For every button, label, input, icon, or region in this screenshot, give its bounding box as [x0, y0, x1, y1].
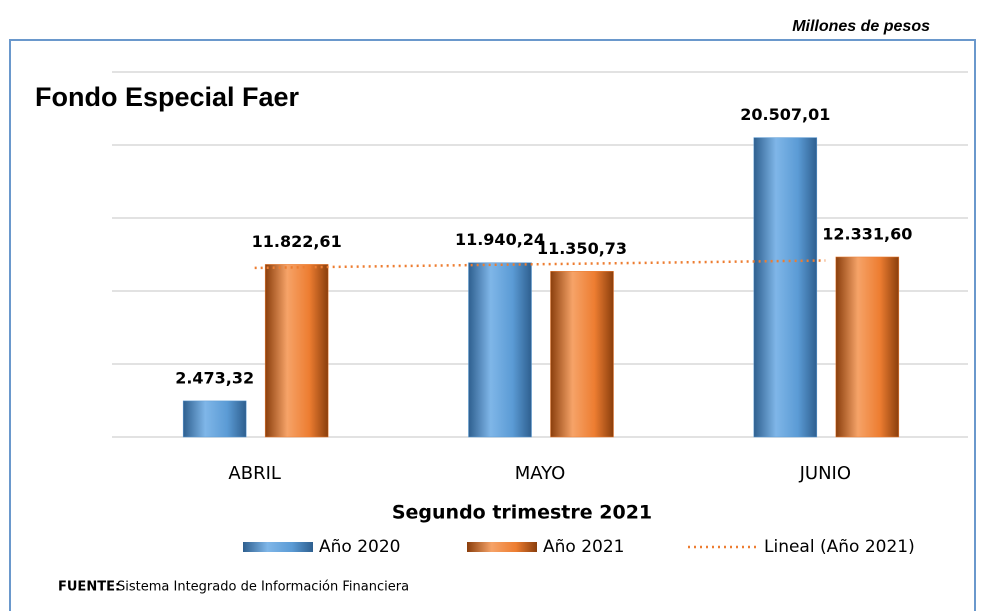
bar: [468, 262, 532, 438]
data-label: 11.940,24: [455, 230, 545, 249]
data-label: 2.473,32: [175, 368, 254, 387]
x-tick-label: MAYO: [515, 463, 566, 484]
frame: [9, 39, 976, 611]
legend-label: Lineal (Año 2021): [764, 537, 915, 557]
bar: [835, 256, 900, 438]
bar: [550, 271, 614, 438]
data-label: 11.350,73: [537, 239, 627, 258]
bar: [753, 137, 818, 438]
x-tick-label: JUNIO: [799, 463, 851, 484]
bar: [264, 264, 329, 438]
source-text: Sistema Integrado de Información Financi…: [117, 580, 409, 595]
data-label: 12.331,60: [822, 224, 912, 243]
trendline: [254, 259, 826, 270]
x-axis-label: Segundo trimestre 2021: [392, 502, 652, 524]
data-label: 20.507,01: [740, 105, 830, 124]
source-label: FUENTE:: [58, 580, 120, 595]
unit-note: Millones de pesos: [792, 18, 930, 35]
legend-swatch: [467, 542, 537, 552]
legend-label: Año 2021: [543, 537, 624, 557]
legend-swatch: [243, 542, 313, 552]
bar: [182, 400, 247, 438]
chart-title: Fondo Especial Faer: [35, 82, 300, 112]
x-tick-label: ABRIL: [228, 463, 281, 484]
data-label: 11.822,61: [252, 232, 342, 251]
legend-label: Año 2020: [319, 537, 400, 557]
